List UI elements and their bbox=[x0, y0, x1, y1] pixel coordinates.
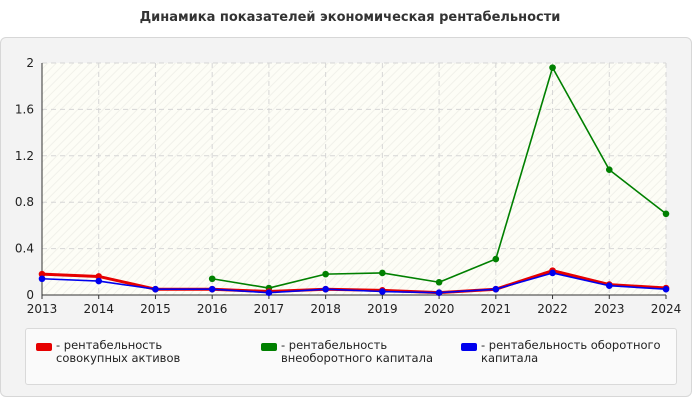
data-point bbox=[322, 270, 329, 278]
data-point bbox=[662, 210, 670, 218]
data-point bbox=[492, 285, 500, 293]
data-point bbox=[38, 270, 46, 278]
y-tick-label: 0.4 bbox=[15, 242, 34, 256]
legend-label: - рентабельность совокупных активов bbox=[56, 338, 181, 365]
data-point bbox=[435, 278, 443, 286]
legend-swatch-red bbox=[36, 343, 52, 351]
legend-swatch-green bbox=[261, 343, 277, 351]
data-point bbox=[265, 289, 273, 296]
data-point bbox=[549, 269, 556, 277]
legend: - рентабельность совокупных активов - ре… bbox=[25, 328, 677, 385]
x-tick-label: 2013 bbox=[27, 302, 58, 316]
x-tick-label: 2022 bbox=[537, 302, 568, 316]
data-point bbox=[662, 285, 670, 293]
data-point bbox=[152, 285, 159, 293]
x-tick-label: 2024 bbox=[651, 302, 682, 316]
x-tick-label: 2014 bbox=[83, 302, 114, 316]
data-point bbox=[38, 275, 46, 283]
y-tick-label: 2 bbox=[26, 56, 34, 70]
data-point bbox=[95, 273, 103, 280]
data-point bbox=[208, 275, 216, 283]
x-tick-label: 2020 bbox=[424, 302, 455, 316]
line-chart: 0 0.4 0.8 1.2 1.6 2 2013 2014 2015 2016 2017 2018 20… bbox=[15, 56, 681, 316]
data-point bbox=[492, 255, 500, 263]
chart-title: Динамика показателей экономическая рента… bbox=[139, 10, 561, 25]
x-tick-label: 2021 bbox=[481, 302, 512, 316]
data-point bbox=[379, 269, 386, 277]
data-point bbox=[605, 166, 613, 174]
data-point bbox=[208, 285, 216, 293]
legend-swatch-blue bbox=[461, 343, 477, 351]
data-point bbox=[322, 285, 329, 293]
data-point bbox=[549, 64, 556, 71]
data-point bbox=[605, 282, 613, 290]
x-tick-label: 2019 bbox=[367, 302, 398, 316]
data-point bbox=[435, 289, 443, 296]
plot-area bbox=[42, 63, 666, 295]
axes: 0 0.4 0.8 1.2 1.6 2 2013 2014 2015 2016 2017 2018 20… bbox=[15, 56, 681, 316]
series-line bbox=[41, 272, 667, 294]
x-tick-label: 2016 bbox=[197, 302, 228, 316]
y-tick-label: 0.8 bbox=[15, 195, 34, 209]
y-tick-label: 1.2 bbox=[15, 149, 34, 163]
legend-label: - рентабельность оборотного капитала bbox=[481, 338, 661, 365]
x-tick-label: 2017 bbox=[254, 302, 285, 316]
y-tick-label: 0 bbox=[26, 288, 34, 302]
data-point bbox=[95, 277, 103, 285]
series-group bbox=[38, 64, 670, 296]
data-point bbox=[379, 288, 386, 295]
legend-label: - рентабельность внеоборотного капитала bbox=[281, 338, 433, 365]
y-tick-label: 1.6 bbox=[15, 102, 34, 116]
x-tick-label: 2015 bbox=[140, 302, 171, 316]
x-tick-label: 2018 bbox=[310, 302, 341, 316]
x-tick-label: 2023 bbox=[594, 302, 625, 316]
